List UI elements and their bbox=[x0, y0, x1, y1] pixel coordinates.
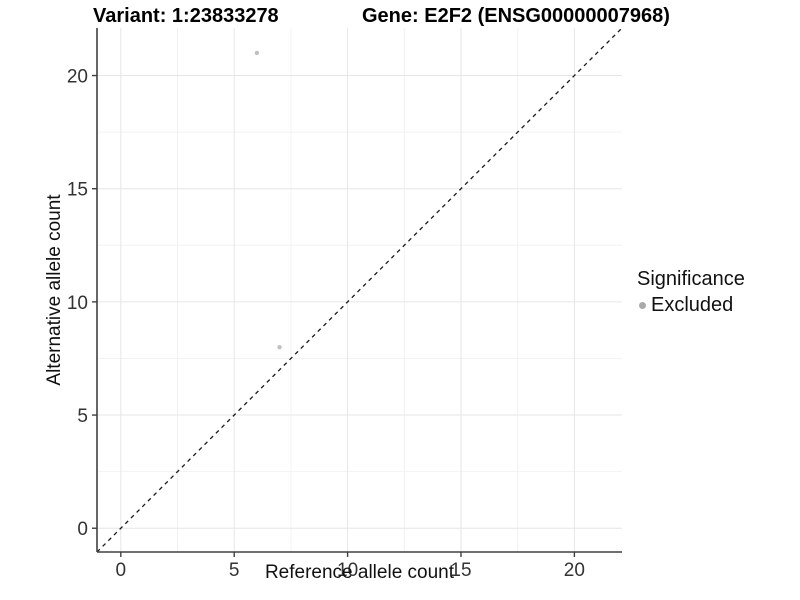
x-tick-label: 15 bbox=[450, 560, 471, 581]
legend: Significance Excluded bbox=[637, 268, 745, 317]
y-tick-label: 0 bbox=[77, 519, 88, 540]
legend-item-excluded: Excluded bbox=[639, 294, 745, 317]
legend-title: Significance bbox=[637, 268, 745, 290]
gene-title: Gene: E2F2 (ENSG00000007968) bbox=[362, 5, 670, 27]
y-axis-title: Alternative allele count bbox=[44, 194, 65, 386]
x-tick-label: 5 bbox=[229, 560, 240, 581]
y-tick-label: 10 bbox=[67, 293, 88, 314]
x-axis-title: Reference allele count bbox=[264, 562, 455, 583]
variant-title: Variant: 1:23833278 bbox=[93, 5, 279, 27]
identity-line bbox=[96, 27, 623, 553]
x-tick-label: 10 bbox=[337, 560, 358, 581]
y-tick-label: 5 bbox=[77, 406, 88, 427]
excluded-point-icon bbox=[639, 302, 646, 309]
x-tick-label: 0 bbox=[116, 560, 127, 581]
x-tick-label: 20 bbox=[564, 560, 585, 581]
legend-item-label: Excluded bbox=[651, 294, 734, 316]
data-point bbox=[277, 344, 282, 350]
y-tick-label: 15 bbox=[67, 180, 88, 201]
y-tick-label: 20 bbox=[67, 67, 88, 88]
data-point bbox=[254, 50, 260, 56]
